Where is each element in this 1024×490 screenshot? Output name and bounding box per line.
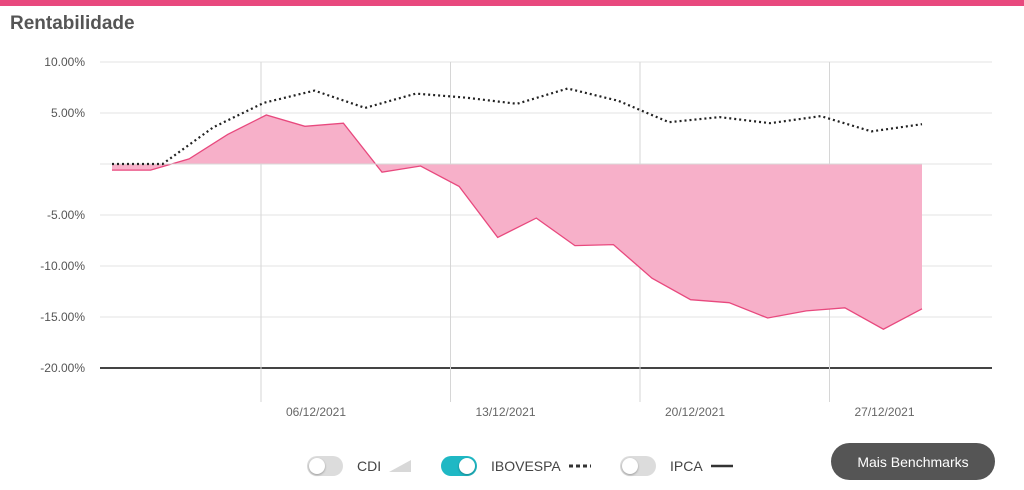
x-tick-label: 13/12/2021 xyxy=(475,405,535,419)
y-tick-label: -20.00% xyxy=(40,361,85,375)
y-tick-label: 10.00% xyxy=(44,55,85,69)
toggle-knob xyxy=(459,458,475,474)
legend-item-ipca: IPCA xyxy=(620,452,733,480)
rentabilidade-chart: 10.00% 5.00% -5.00% -10.00% -15.00% -20.00% 06… xyxy=(40,55,992,419)
legend-label-ipca: IPCA xyxy=(670,458,703,474)
legend-label-ibovespa: IBOVESPA xyxy=(491,458,561,474)
y-tick-label: -10.00% xyxy=(40,259,85,273)
y-tick-label: 5.00% xyxy=(51,106,85,120)
legend-item-ibovespa: IBOVESPA xyxy=(441,452,591,480)
more-benchmarks-button[interactable]: Mais Benchmarks xyxy=(831,443,995,480)
area-swatch-icon xyxy=(389,460,412,472)
x-tick-label: 06/12/2021 xyxy=(286,405,346,419)
ibovespa-line xyxy=(112,87,923,166)
toggle-knob xyxy=(622,458,638,474)
legend-item-cdi: CDI xyxy=(307,452,412,480)
ibovespa-toggle[interactable] xyxy=(441,456,477,476)
x-tick-label: 20/12/2021 xyxy=(665,405,725,419)
y-tick-label: -15.00% xyxy=(40,310,85,324)
solid-line-icon xyxy=(710,464,733,468)
page-title: Rentabilidade xyxy=(10,13,135,34)
dotted-line-icon xyxy=(568,464,591,468)
top-accent-bar xyxy=(0,0,1024,6)
toggle-knob xyxy=(309,458,325,474)
x-tick-label: 27/12/2021 xyxy=(854,405,914,419)
portfolio-area xyxy=(112,115,922,330)
cdi-toggle[interactable] xyxy=(307,456,343,476)
ipca-toggle[interactable] xyxy=(620,456,656,476)
portfolio-line xyxy=(112,114,923,330)
legend-label-cdi: CDI xyxy=(357,458,382,474)
legend: CDI IBOVESPA IPCA xyxy=(0,452,1024,480)
y-tick-label: -5.00% xyxy=(47,208,85,222)
